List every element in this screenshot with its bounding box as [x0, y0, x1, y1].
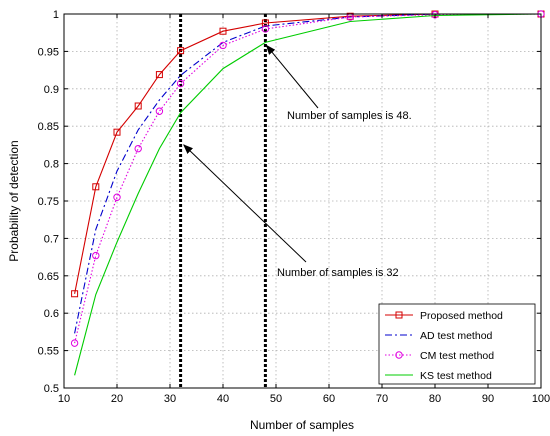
y-tick-label: 0.75	[38, 196, 59, 208]
data-point-square	[219, 27, 227, 35]
series-line	[74, 13, 541, 334]
x-tick-label: 20	[111, 393, 123, 405]
data-point-square	[134, 102, 142, 110]
y-tick-label: 0.5	[44, 383, 59, 395]
legend-label: AD test method	[420, 330, 493, 342]
y-axis-label: Probability of detection	[7, 140, 21, 261]
legend-item: Proposed method	[385, 310, 503, 322]
x-axis-label: Number of samples	[250, 418, 354, 432]
data-point-circle	[261, 25, 270, 33]
series-cm-test-method	[70, 10, 545, 347]
data-point-circle	[395, 351, 403, 359]
data-point-square	[71, 290, 79, 298]
x-tick-label: 70	[376, 393, 388, 405]
y-tick-label: 0.85	[38, 121, 59, 133]
x-tick-label: 40	[217, 393, 229, 405]
x-tick-label: 10	[58, 393, 70, 405]
series-ks-test-method	[74, 13, 542, 376]
data-point-square	[92, 183, 100, 191]
data-point-square	[155, 71, 163, 79]
data-point-square	[177, 47, 185, 55]
data-point-square	[395, 311, 403, 319]
x-axis-ticks: 10 20 30 40 50 60 70 80 90 100	[58, 14, 550, 405]
annotation-label: Number of samples is 32	[277, 267, 399, 279]
legend-label: CM test method	[420, 350, 494, 362]
legend-item: CM test method	[385, 350, 494, 362]
data-point-circle	[92, 251, 100, 260]
series-ad-test-method	[74, 13, 541, 334]
legend-item: AD test method	[385, 330, 493, 342]
y-tick-label: 0.95	[38, 46, 59, 58]
y-tick-label: 0.8	[44, 159, 59, 171]
series-group	[70, 10, 545, 376]
y-axis-ticks: 0.5 0.55 0.6 0.65 0.7 0.75 0.8 0.85 0.9 0.95 1	[38, 9, 541, 395]
legend-item: KS test method	[385, 370, 492, 382]
y-tick-label: 0.55	[38, 346, 59, 358]
y-tick-label: 1	[53, 9, 59, 21]
data-point-circle	[113, 193, 121, 201]
annotation-label: Number of samples is 48.	[287, 110, 412, 122]
reference-lines	[179, 14, 267, 388]
x-tick-label: 50	[270, 393, 282, 405]
x-tick-label: 60	[323, 393, 335, 405]
data-point-circle	[219, 41, 227, 50]
data-point-circle	[176, 79, 185, 88]
series-line	[74, 13, 542, 376]
data-point-circle	[70, 339, 79, 347]
data-point-circle	[134, 144, 142, 153]
x-tick-label: 90	[482, 393, 494, 405]
annotation-arrow	[183, 144, 307, 263]
x-tick-label: 80	[429, 393, 441, 405]
y-tick-label: 0.9	[44, 84, 59, 96]
y-tick-label: 0.7	[44, 233, 59, 245]
annotations: Number of samples is 48. Number of sample…	[183, 44, 412, 279]
legend: Proposed method AD test method CM test met…	[378, 303, 536, 385]
legend-label: KS test method	[420, 370, 492, 382]
data-point-square	[113, 128, 121, 136]
x-tick-label: 30	[164, 393, 176, 405]
data-point-circle	[155, 107, 164, 115]
annotation-arrow	[265, 44, 319, 109]
y-tick-label: 0.6	[44, 308, 59, 320]
legend-box	[378, 303, 536, 385]
x-tick-label: 100	[532, 393, 550, 405]
legend-label: Proposed method	[420, 310, 503, 322]
y-tick-label: 0.65	[38, 271, 59, 283]
